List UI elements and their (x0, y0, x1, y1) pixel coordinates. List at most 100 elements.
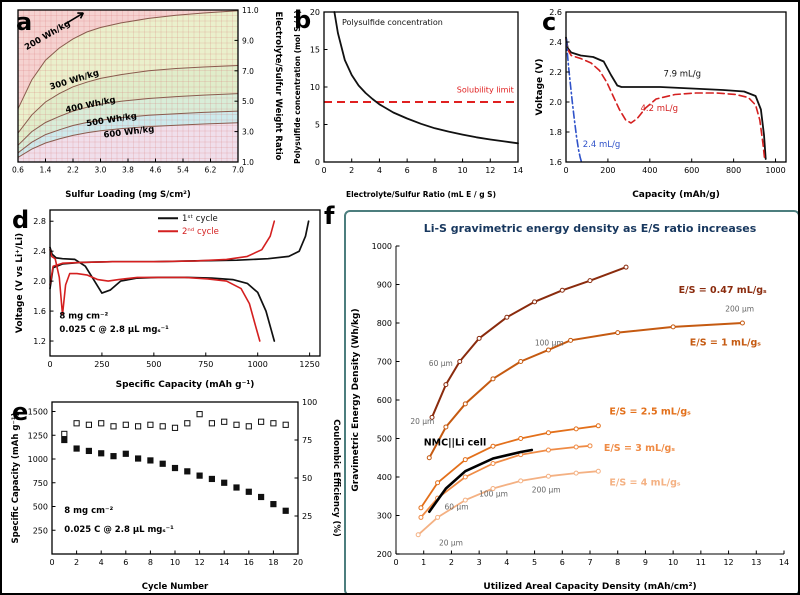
svg-text:20 µm: 20 µm (410, 417, 434, 426)
panel-b-polysulfide-chart: 0 2 4 6 8 10 12 14 0 5 10 15 20 Electrolyte/Sulfur Ra… (293, 8, 523, 199)
svg-text:6.2: 6.2 (205, 166, 217, 175)
svg-text:7.0: 7.0 (242, 67, 254, 76)
svg-text:9.0: 9.0 (242, 36, 254, 45)
svg-text:4: 4 (377, 166, 382, 175)
svg-text:0: 0 (393, 558, 398, 567)
svg-text:0: 0 (321, 166, 326, 175)
svg-text:1000: 1000 (28, 455, 48, 464)
svg-text:Specific Capacity (mAh g⁻¹): Specific Capacity (mAh g⁻¹) (116, 380, 255, 390)
svg-text:20: 20 (310, 8, 320, 17)
svg-text:NMC||Li cell: NMC||Li cell (424, 437, 487, 448)
svg-text:2.4: 2.4 (33, 247, 46, 256)
svg-text:0.025 C @ 2.8 µL mgₛ⁻¹: 0.025 C @ 2.8 µL mgₛ⁻¹ (59, 325, 169, 335)
svg-text:9: 9 (643, 558, 648, 567)
svg-text:1.6: 1.6 (549, 158, 562, 167)
svg-text:60 µm: 60 µm (429, 359, 453, 368)
svg-text:2.4 mL/g: 2.4 mL/g (583, 140, 621, 150)
svg-text:Solubility limit: Solubility limit (457, 85, 514, 94)
panel-f-frame: 0 1 2 3 4 5 6 7 8 9 10 11 12 13 14 200 300 400 500 600 700 80… (344, 210, 798, 593)
svg-text:Li-S gravimetric energy densit: Li-S gravimetric energy density as E/S r… (424, 222, 757, 235)
svg-text:E/S = 4 mL/gₛ: E/S = 4 mL/gₛ (609, 477, 681, 488)
panel-d-cycle-profile-chart: 0 250 500 750 1000 1250 1.2 1.6 2.0 2.4 2.8 Specifi… (15, 209, 321, 390)
svg-text:10: 10 (668, 558, 678, 567)
svg-text:400: 400 (377, 473, 392, 482)
svg-text:20: 20 (293, 558, 303, 567)
svg-text:0: 0 (563, 166, 568, 175)
panel-a-contour-chart: 0.6 1.4 2.2 3.0 3.8 4.6 5.4 6.2 7.01.03.05.07.09… (12, 6, 283, 200)
svg-text:2.4: 2.4 (549, 38, 562, 47)
svg-text:1000: 1000 (372, 242, 392, 251)
svg-text:14: 14 (219, 558, 229, 567)
svg-text:12: 12 (195, 558, 205, 567)
svg-text:100 µm: 100 µm (479, 489, 508, 498)
svg-text:75: 75 (302, 436, 312, 445)
svg-text:5: 5 (315, 121, 320, 130)
svg-text:5.4: 5.4 (177, 166, 189, 175)
svg-text:400: 400 (642, 166, 657, 175)
panel-label-e: e (12, 398, 29, 426)
svg-text:60 µm: 60 µm (445, 502, 469, 511)
svg-text:1.8: 1.8 (549, 128, 562, 137)
svg-text:8 mg cm⁻²: 8 mg cm⁻² (64, 506, 113, 516)
svg-text:600: 600 (684, 166, 699, 175)
svg-text:Coulombic Efficiency (%): Coulombic Efficiency (%) (331, 419, 341, 537)
svg-text:E/S = 0.47 mL/gₛ: E/S = 0.47 mL/gₛ (679, 285, 767, 296)
svg-text:4.2 mL/g: 4.2 mL/g (640, 104, 678, 114)
svg-text:6: 6 (405, 166, 410, 175)
panel-label-d: d (12, 206, 30, 234)
svg-text:200: 200 (600, 166, 615, 175)
svg-text:1500: 1500 (28, 408, 48, 417)
svg-text:0.6: 0.6 (12, 166, 24, 175)
svg-text:12: 12 (723, 558, 733, 567)
svg-text:1.4: 1.4 (40, 166, 52, 175)
svg-text:3.0: 3.0 (242, 128, 254, 137)
svg-text:50: 50 (302, 474, 312, 483)
svg-text:300: 300 (377, 512, 392, 521)
svg-text:800: 800 (377, 319, 392, 328)
svg-text:2: 2 (449, 558, 454, 567)
svg-text:E/S = 1 mL/gₛ: E/S = 1 mL/gₛ (690, 337, 762, 348)
svg-text:6: 6 (123, 558, 128, 567)
panel-c-voltage-capacity-chart: 0 200 400 600 800 1000 1.6 1.8 2.0 2.2 2.4 2.6 Capac… (535, 8, 787, 200)
svg-text:8: 8 (432, 166, 437, 175)
svg-text:Specific Capacity (mAh g⁻¹): Specific Capacity (mAh g⁻¹) (11, 412, 21, 543)
svg-text:2: 2 (74, 558, 79, 567)
panel-label-a: a (16, 8, 33, 36)
svg-text:20 µm: 20 µm (439, 539, 463, 548)
svg-text:10: 10 (170, 558, 180, 567)
svg-text:2.8: 2.8 (33, 217, 46, 226)
svg-text:3: 3 (477, 558, 482, 567)
svg-text:3.8: 3.8 (122, 166, 134, 175)
panel-f-energy-density-chart: 0 1 2 3 4 5 6 7 8 9 10 11 12 13 1420030040050060070080… (351, 222, 789, 592)
svg-text:5.0: 5.0 (242, 97, 254, 106)
svg-text:800: 800 (726, 166, 741, 175)
svg-text:Sulfur Loading (mg S/cm²): Sulfur Loading (mg S/cm²) (65, 190, 191, 200)
svg-text:2.2: 2.2 (67, 166, 79, 175)
svg-text:700: 700 (377, 358, 392, 367)
svg-text:18: 18 (268, 558, 278, 567)
svg-text:250: 250 (94, 360, 109, 369)
svg-text:Electrolyte/Sulfur Weight Rati: Electrolyte/Sulfur Weight Ratio (273, 12, 283, 161)
svg-text:E/S = 3 mL/gₛ: E/S = 3 mL/gₛ (604, 443, 676, 454)
svg-text:7: 7 (587, 558, 592, 567)
svg-text:11.0: 11.0 (242, 6, 259, 15)
svg-text:1250: 1250 (299, 360, 319, 369)
svg-text:2.6: 2.6 (549, 8, 562, 17)
svg-text:3.0: 3.0 (95, 166, 107, 175)
svg-text:0: 0 (47, 360, 52, 369)
svg-text:750: 750 (33, 479, 48, 488)
svg-text:4: 4 (504, 558, 509, 567)
svg-text:250: 250 (33, 526, 48, 535)
svg-text:500: 500 (146, 360, 161, 369)
panel-e-cycling-chart: 0 2 4 6 8 10 12 14 16 18 20 250 500 750 1000 1250 1500 25… (11, 398, 341, 592)
svg-text:2ⁿᵈ cycle: 2ⁿᵈ cycle (182, 227, 219, 237)
svg-text:14: 14 (779, 558, 789, 567)
svg-text:8: 8 (148, 558, 153, 567)
svg-text:500: 500 (377, 435, 392, 444)
svg-text:Voltage (V vs Li⁺/Li): Voltage (V vs Li⁺/Li) (15, 233, 25, 333)
svg-text:2.0: 2.0 (549, 98, 562, 107)
svg-text:750: 750 (198, 360, 213, 369)
svg-text:5: 5 (532, 558, 537, 567)
svg-text:2.0: 2.0 (33, 277, 46, 286)
